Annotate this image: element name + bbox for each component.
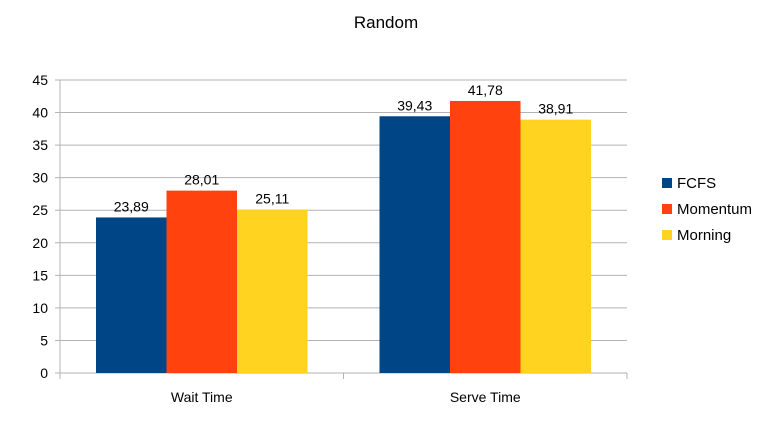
y-tick-label-30: 30 [32, 170, 48, 186]
y-tick-label-45: 45 [32, 72, 48, 88]
legend-label-morning: Morning [677, 227, 731, 244]
x-tick-label-0: Wait Time [171, 389, 233, 405]
y-tick-label-20: 20 [32, 235, 48, 251]
bars [96, 100, 591, 374]
chart-title: Random [354, 13, 418, 32]
legend-label-momentum: Momentum [677, 201, 752, 218]
y-tick-label-40: 40 [32, 105, 48, 121]
x-axis: Wait Time Serve Time [59, 372, 628, 405]
y-tick-label-0: 0 [40, 365, 48, 381]
bar-momentum-1 [450, 100, 521, 374]
y-tick-label-15: 15 [32, 267, 48, 283]
x-tick-label-1: Serve Time [450, 389, 521, 405]
data-label-momentum-1: 41,78 [468, 82, 503, 98]
data-label-morning-1: 38,91 [538, 101, 573, 117]
legend-label-fcfs: FCFS [677, 175, 716, 192]
y-tick-label-5: 5 [40, 332, 48, 348]
legend-swatch-morning [662, 230, 672, 240]
legend-swatch-fcfs [662, 178, 672, 188]
y-tick-label-35: 35 [32, 137, 48, 153]
data-label-momentum-0: 28,01 [184, 172, 219, 188]
data-label-morning-0: 25,11 [255, 191, 289, 207]
data-labels: 23,89 28,01 25,11 39,43 41,78 38,91 [114, 82, 574, 214]
data-label-fcfs-0: 23,89 [114, 198, 149, 214]
y-axis: 0 5 10 15 20 25 30 35 40 45 [32, 72, 61, 381]
bar-morning-1 [520, 119, 591, 373]
bar-momentum-0 [166, 190, 237, 373]
data-label-fcfs-1: 39,43 [397, 97, 432, 113]
legend-swatch-momentum [662, 204, 672, 214]
y-tick-label-25: 25 [32, 202, 48, 218]
bar-fcfs-0 [96, 217, 167, 373]
y-tick-label-10: 10 [32, 300, 48, 316]
bar-morning-0 [237, 209, 308, 373]
bar-fcfs-1 [379, 116, 450, 373]
legend: FCFS Momentum Morning [662, 175, 752, 244]
